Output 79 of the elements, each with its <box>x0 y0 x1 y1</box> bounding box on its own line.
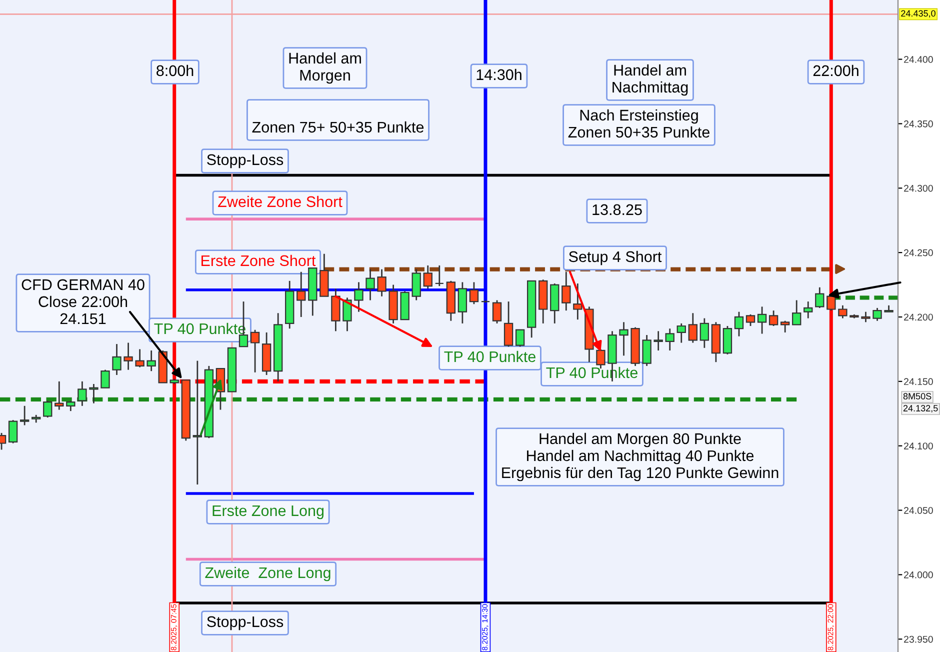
annotation: TP 40 Punkte <box>444 350 536 362</box>
candlestick <box>100 369 110 389</box>
y-tick-label: 24.350 <box>904 120 933 128</box>
candlestick <box>619 321 628 356</box>
candlestick <box>688 312 698 344</box>
annotation: Zweite Zone Short <box>218 196 342 208</box>
y-tick-label: 24.000 <box>904 571 933 578</box>
candlestick <box>654 330 663 352</box>
candlestick <box>804 300 813 319</box>
candlestick <box>124 342 133 371</box>
candlestick <box>377 268 386 298</box>
candlestick <box>872 307 882 322</box>
annotation: 13.8.25 <box>592 204 642 216</box>
y-tick-label: 24.150 <box>904 378 933 386</box>
y-tick-label: 24.200 <box>904 314 933 321</box>
candlestick <box>768 310 778 327</box>
annotation: Erste Zone Long <box>212 505 324 520</box>
annotation: Zonen 75+ 50+35 Punkte <box>252 121 424 133</box>
candlestick <box>838 304 848 319</box>
candlestick <box>354 281 364 313</box>
candlestick <box>250 329 260 374</box>
annotation: Handel am Morgen <box>289 52 361 84</box>
candlestick <box>469 281 479 305</box>
candlestick <box>412 268 421 301</box>
annotation: 14:30h <box>476 68 522 80</box>
candlestick <box>366 268 375 301</box>
candlestick <box>458 281 468 324</box>
candlestick <box>20 405 30 426</box>
candlestick <box>492 300 502 324</box>
y-tick-label: 23.950 <box>904 636 933 643</box>
candlestick <box>296 271 306 318</box>
annotation: CFD GERMAN 40 Close 22:00h 24.151 <box>22 279 144 324</box>
annotation: Stopp-Loss <box>207 154 284 168</box>
annotation: Handel am Nachmittag <box>612 64 688 96</box>
candlestick <box>504 300 514 348</box>
candlestick <box>78 380 87 407</box>
candlestick <box>66 400 76 412</box>
candlestick <box>757 306 767 334</box>
y-tick-label: 24.300 <box>904 184 933 192</box>
candlestick <box>861 311 870 323</box>
annotation: Nach Ersteinstieg Zonen 50+35 Punkte <box>568 109 710 138</box>
annotation: Handel am Morgen 80 Punkte Handel am Nachmittag 40 Punkte Ergebnis für den Tag 120 Punkte Gewinn <box>502 432 778 482</box>
candlestick <box>665 328 674 352</box>
candlestick <box>573 282 582 320</box>
candlestick <box>676 322 686 344</box>
candlestick <box>815 286 824 309</box>
candlestick <box>746 314 756 327</box>
candlestick <box>434 264 444 287</box>
ref-line-label: 24.435,0 <box>901 10 936 18</box>
y-tick-label: 24.100 <box>904 442 933 450</box>
candlestick <box>89 383 98 404</box>
text: 8M50S <box>903 393 932 400</box>
annotation: Erste Zone Short <box>202 254 316 266</box>
y-tick-label: 24.050 <box>904 506 933 514</box>
candlestick <box>515 329 525 348</box>
candlestick <box>43 400 52 418</box>
annotation: 8:00h <box>156 64 194 76</box>
candlestick <box>135 348 144 368</box>
y-tick-label: 24.250 <box>904 249 933 256</box>
candlestick <box>562 271 571 312</box>
y-tick-label: 24.400 <box>904 56 933 63</box>
candlestick <box>792 300 802 326</box>
candlestick <box>342 296 352 332</box>
candlestick <box>734 311 744 338</box>
candlestick <box>642 334 652 367</box>
candlestick <box>146 350 156 372</box>
annotation: Setup 4 Short <box>568 250 662 266</box>
annotation: Zweite Zone Long <box>205 566 330 582</box>
candlestick <box>192 360 202 486</box>
candlestick <box>826 294 836 312</box>
candlestick <box>780 320 790 334</box>
annotation: 22:00h <box>813 64 858 76</box>
annotation: Stopp-Loss <box>207 616 284 630</box>
candlestick <box>54 380 64 410</box>
candlestick <box>700 318 710 349</box>
candlestick <box>8 419 18 444</box>
candlestick <box>112 343 122 376</box>
candlestick <box>423 264 432 290</box>
text: 24.132,5 <box>903 405 938 412</box>
